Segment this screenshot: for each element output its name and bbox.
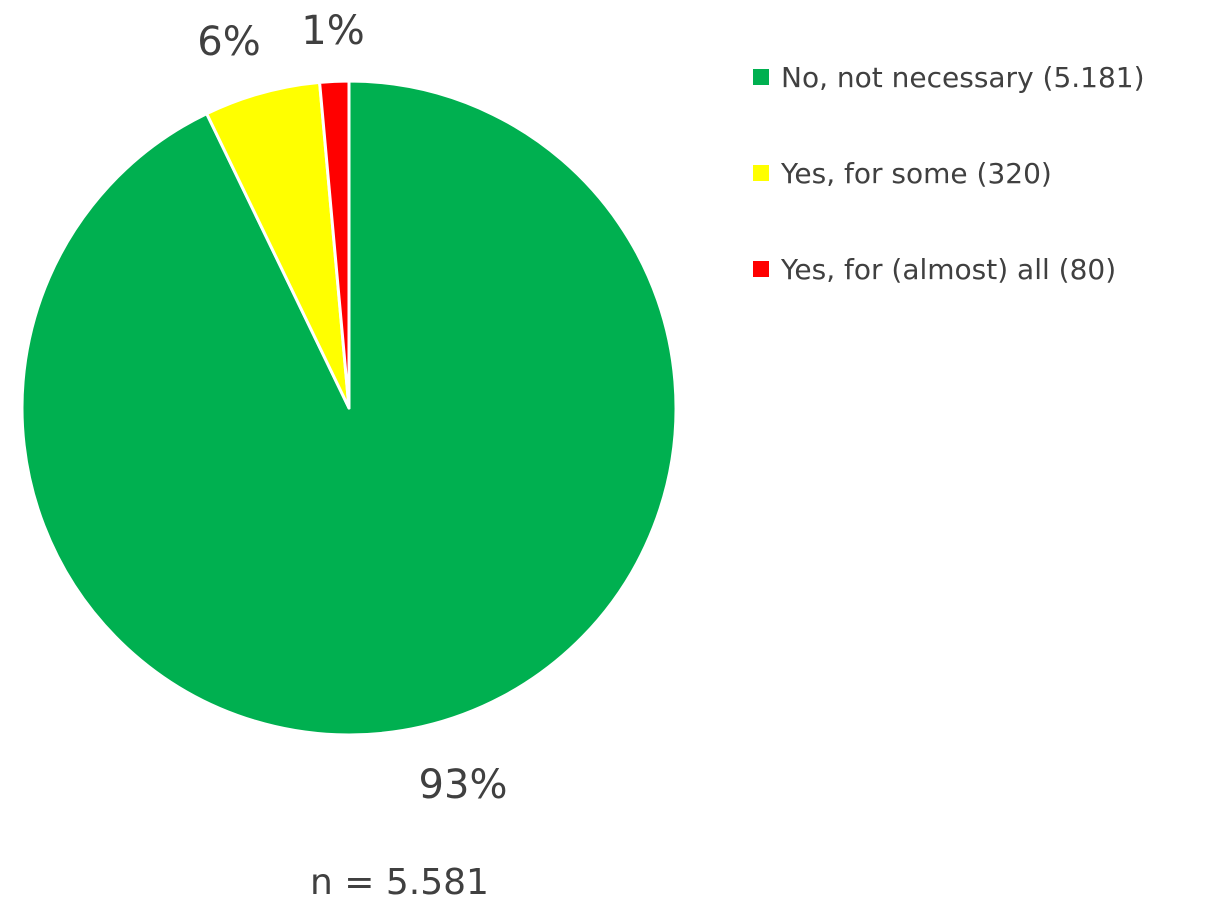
legend-swatch xyxy=(753,261,769,277)
sample-size-note: n = 5.581 xyxy=(310,862,489,903)
slice-percent-label: 1% xyxy=(301,8,364,54)
legend-swatch xyxy=(753,165,769,181)
legend-item-no-not-necessary: No, not necessary (5.181) xyxy=(753,52,1145,102)
legend-item-yes-for-some: Yes, for some (320) xyxy=(753,148,1145,198)
legend-label: No, not necessary (5.181) xyxy=(781,60,1145,94)
legend-label: Yes, for some (320) xyxy=(781,156,1052,190)
pie-slice xyxy=(318,79,351,410)
pie-slices xyxy=(20,79,678,737)
legend: No, not necessary (5.181) Yes, for some … xyxy=(753,52,1145,340)
legend-item-yes-for-almost-all: Yes, for (almost) all (80) xyxy=(753,244,1145,294)
slice-percent-label: 6% xyxy=(197,19,260,65)
slice-percent-label: 93% xyxy=(419,762,508,808)
legend-swatch xyxy=(753,69,769,85)
legend-label: Yes, for (almost) all (80) xyxy=(781,252,1117,286)
pie-labels: 93% 6% 1% xyxy=(197,8,507,808)
